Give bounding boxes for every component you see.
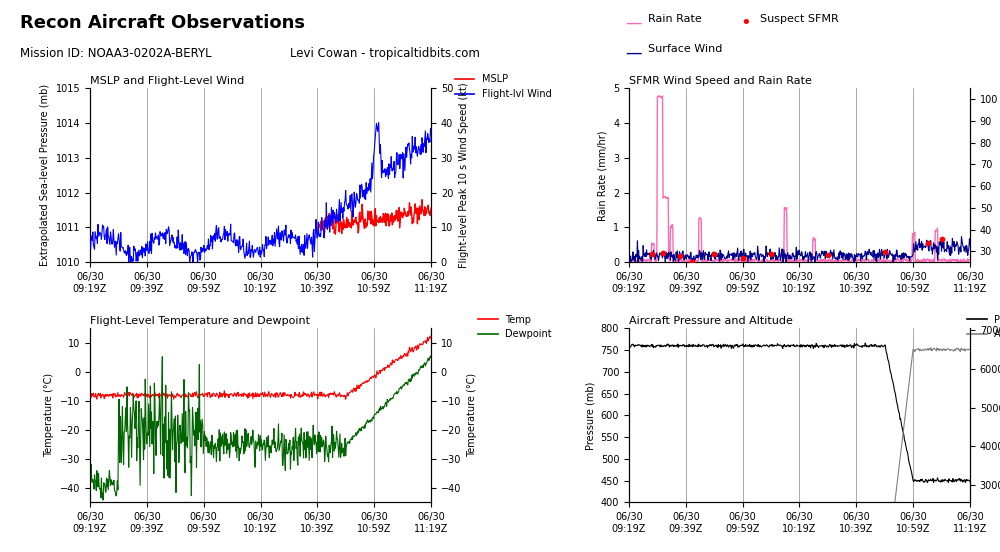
Y-axis label: Flight-level Peak 10 s Wind Speed (kt): Flight-level Peak 10 s Wind Speed (kt) [459, 82, 469, 268]
Point [735, 253, 751, 262]
Point [934, 235, 950, 244]
Text: SFMR Wind Speed and Rain Rate: SFMR Wind Speed and Rain Rate [629, 76, 812, 86]
Text: Suspect SFMR: Suspect SFMR [760, 14, 839, 24]
Y-axis label: Temperature (°C): Temperature (°C) [44, 373, 54, 458]
Point [644, 250, 660, 259]
Text: •: • [740, 14, 751, 32]
Point [820, 251, 836, 259]
Point [877, 247, 893, 256]
Text: Surface Wind: Surface Wind [648, 44, 722, 54]
Y-axis label: Rain Rate (mm/hr): Rain Rate (mm/hr) [597, 130, 607, 221]
Text: Rain Rate: Rain Rate [648, 14, 702, 24]
Point [763, 250, 779, 259]
Point [706, 250, 722, 258]
Legend: Temp, Dewpoint: Temp, Dewpoint [474, 311, 556, 343]
Point [655, 249, 671, 258]
Text: MSLP and Flight-Level Wind: MSLP and Flight-Level Wind [90, 76, 244, 86]
Y-axis label: Temperature (°C): Temperature (°C) [467, 373, 477, 458]
Point [920, 239, 936, 248]
Text: Mission ID: NOAA3-0202A-BERYL: Mission ID: NOAA3-0202A-BERYL [20, 47, 212, 60]
Point [672, 252, 688, 261]
Text: —: — [625, 14, 642, 32]
Text: —: — [625, 44, 642, 62]
Text: Aircraft Pressure and Altitude: Aircraft Pressure and Altitude [629, 316, 793, 326]
Legend: MSLP, Flight-lvl Wind: MSLP, Flight-lvl Wind [451, 71, 556, 103]
Y-axis label: Extrapolated Sea-level Pressure (mb): Extrapolated Sea-level Pressure (mb) [40, 84, 50, 267]
Text: Levi Cowan - tropicaltidbits.com: Levi Cowan - tropicaltidbits.com [290, 47, 480, 60]
Text: Recon Aircraft Observations: Recon Aircraft Observations [20, 14, 305, 32]
Text: Flight-Level Temperature and Dewpoint: Flight-Level Temperature and Dewpoint [90, 316, 310, 326]
Y-axis label: Pressure (mb): Pressure (mb) [585, 381, 595, 449]
Legend: Pressure, Altitude: Pressure, Altitude [963, 311, 1000, 343]
Point [684, 257, 700, 266]
